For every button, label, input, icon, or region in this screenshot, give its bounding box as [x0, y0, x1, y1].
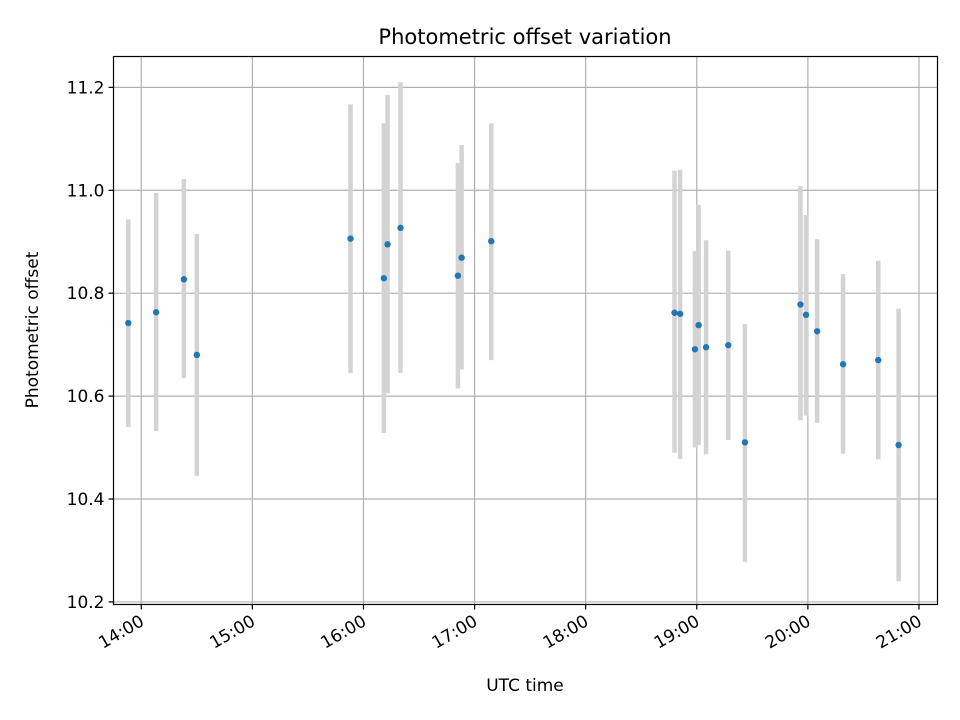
- data-point: [180, 276, 188, 283]
- data-point: [380, 275, 388, 282]
- data-point: [725, 341, 732, 349]
- data-point: [695, 321, 702, 329]
- data-point: [875, 356, 882, 364]
- data-point: [813, 328, 821, 335]
- data-point: [671, 309, 678, 316]
- data-point: [384, 241, 391, 248]
- y-tick-label: 10.4: [67, 490, 105, 510]
- data-point: [702, 344, 710, 351]
- data-point: [347, 235, 354, 242]
- y-tick-label: 11.2: [67, 78, 105, 98]
- data-point: [397, 224, 404, 232]
- data-point: [691, 346, 699, 353]
- y-tick-label: 10.8: [67, 284, 105, 304]
- data-point: [125, 319, 132, 327]
- y-tick-label: 10.2: [67, 593, 105, 613]
- data-point: [839, 361, 847, 368]
- data-point: [741, 439, 749, 446]
- y-tick-label: 10.6: [67, 387, 105, 407]
- data-points: [125, 224, 902, 449]
- data-point: [193, 351, 201, 359]
- x-axis-label: UTC time: [486, 676, 564, 696]
- data-point: [454, 272, 462, 279]
- data-point: [802, 311, 810, 319]
- data-point: [458, 254, 465, 261]
- y-axis-label: Photometric offset: [23, 251, 43, 408]
- y-axis-ticks: 10.2 10.4 10.6 10.8 11.0 11.2: [67, 78, 114, 613]
- chart-title: Photometric offset variation: [378, 25, 671, 49]
- data-point: [676, 310, 684, 317]
- data-point: [488, 238, 495, 245]
- data-point: [797, 301, 804, 308]
- data-point: [152, 309, 160, 316]
- y-tick-label: 11.0: [67, 181, 105, 201]
- data-point: [895, 441, 902, 449]
- plot-frame: [112, 55, 939, 606]
